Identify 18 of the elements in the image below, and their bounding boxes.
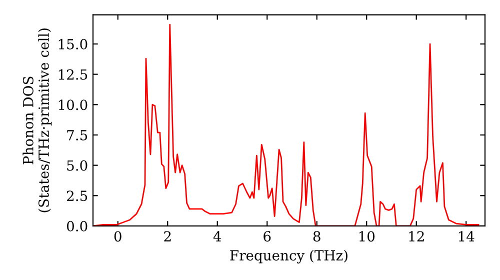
x-tick-label: 4 (213, 231, 222, 242)
line-series (93, 24, 480, 226)
x-axis-title: Frequency (THz) (230, 250, 348, 264)
y-axis-title: Phonon DOS (States/THz·primitive cell) (22, 28, 52, 212)
y-tick-label: 7.5 (67, 130, 88, 140)
x-tick-label: 14 (458, 231, 474, 242)
x-tick-label: 8 (313, 231, 320, 242)
y-tick-label: 5.0 (67, 160, 88, 171)
x-tick-label: 2 (164, 231, 171, 242)
y-tick-label: 10.0 (58, 100, 88, 110)
x-tick-label: 10 (359, 231, 375, 242)
x-tick-label: 6 (264, 231, 271, 242)
y-tick-label: 15.0 (58, 38, 88, 50)
x-tick-label: 12 (409, 231, 424, 242)
y-tick-label: 0.0 (66, 220, 88, 232)
y-tick-label: 2.5 (66, 190, 88, 202)
y-tick-label: 12.5 (58, 69, 88, 80)
x-tick-label: 0 (114, 231, 122, 242)
